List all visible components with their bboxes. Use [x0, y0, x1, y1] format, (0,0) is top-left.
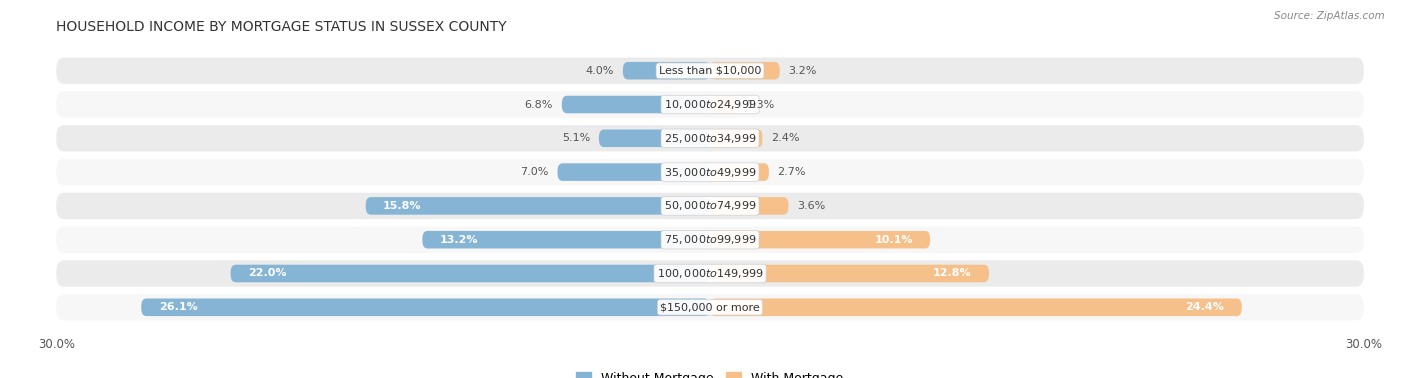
Text: Less than $10,000: Less than $10,000 [659, 66, 761, 76]
Text: Source: ZipAtlas.com: Source: ZipAtlas.com [1274, 11, 1385, 21]
FancyBboxPatch shape [710, 265, 988, 282]
FancyBboxPatch shape [56, 226, 1364, 253]
FancyBboxPatch shape [141, 299, 710, 316]
FancyBboxPatch shape [56, 57, 1364, 84]
Text: 4.0%: 4.0% [586, 66, 614, 76]
FancyBboxPatch shape [710, 197, 789, 215]
Text: $10,000 to $24,999: $10,000 to $24,999 [664, 98, 756, 111]
Text: 26.1%: 26.1% [159, 302, 197, 312]
Text: 2.4%: 2.4% [770, 133, 800, 143]
Text: $100,000 to $149,999: $100,000 to $149,999 [657, 267, 763, 280]
Text: 6.8%: 6.8% [524, 99, 553, 110]
Text: 12.8%: 12.8% [934, 268, 972, 279]
FancyBboxPatch shape [623, 62, 710, 79]
Legend: Without Mortgage, With Mortgage: Without Mortgage, With Mortgage [571, 367, 849, 378]
Text: $75,000 to $99,999: $75,000 to $99,999 [664, 233, 756, 246]
Text: 15.8%: 15.8% [382, 201, 422, 211]
FancyBboxPatch shape [710, 299, 1241, 316]
Text: 7.0%: 7.0% [520, 167, 548, 177]
Text: $150,000 or more: $150,000 or more [661, 302, 759, 312]
FancyBboxPatch shape [56, 159, 1364, 185]
FancyBboxPatch shape [422, 231, 710, 248]
Text: 22.0%: 22.0% [247, 268, 287, 279]
Text: 2.7%: 2.7% [778, 167, 806, 177]
FancyBboxPatch shape [231, 265, 710, 282]
Text: 10.1%: 10.1% [875, 235, 912, 245]
Text: $35,000 to $49,999: $35,000 to $49,999 [664, 166, 756, 178]
FancyBboxPatch shape [56, 91, 1364, 118]
Text: 24.4%: 24.4% [1185, 302, 1225, 312]
FancyBboxPatch shape [710, 96, 738, 113]
FancyBboxPatch shape [56, 125, 1364, 152]
FancyBboxPatch shape [56, 193, 1364, 219]
FancyBboxPatch shape [710, 62, 780, 79]
Text: 13.2%: 13.2% [440, 235, 478, 245]
FancyBboxPatch shape [710, 163, 769, 181]
Text: 5.1%: 5.1% [562, 133, 591, 143]
FancyBboxPatch shape [710, 130, 762, 147]
Text: 1.3%: 1.3% [747, 99, 775, 110]
FancyBboxPatch shape [710, 231, 931, 248]
FancyBboxPatch shape [558, 163, 710, 181]
FancyBboxPatch shape [366, 197, 710, 215]
FancyBboxPatch shape [56, 260, 1364, 287]
FancyBboxPatch shape [562, 96, 710, 113]
Text: $25,000 to $34,999: $25,000 to $34,999 [664, 132, 756, 145]
Text: HOUSEHOLD INCOME BY MORTGAGE STATUS IN SUSSEX COUNTY: HOUSEHOLD INCOME BY MORTGAGE STATUS IN S… [56, 20, 508, 34]
FancyBboxPatch shape [56, 294, 1364, 321]
Text: 3.6%: 3.6% [797, 201, 825, 211]
Text: $50,000 to $74,999: $50,000 to $74,999 [664, 200, 756, 212]
FancyBboxPatch shape [599, 130, 710, 147]
Text: 3.2%: 3.2% [789, 66, 817, 76]
